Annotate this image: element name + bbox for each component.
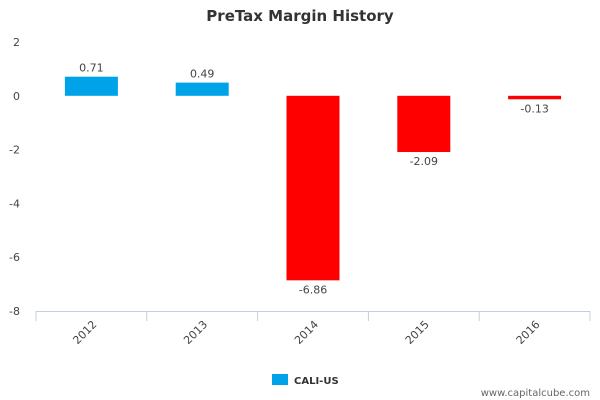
y-tick-label: -6 (9, 251, 20, 264)
data-label: -0.13 (520, 102, 548, 115)
y-tick-label: -4 (9, 197, 20, 210)
data-label: 0.71 (79, 62, 104, 75)
chart-title: PreTax Margin History (206, 7, 394, 25)
bar-2016[interactable] (508, 95, 562, 100)
y-tick-label: 2 (13, 36, 20, 49)
y-tick-label: -8 (9, 305, 20, 318)
data-labels-group: 0.71 0.49 -6.86 -2.09 -0.13 (79, 62, 549, 297)
bar-2013[interactable] (175, 82, 229, 96)
bar-2014[interactable] (286, 95, 340, 281)
legend-swatch (272, 374, 288, 385)
bar-2012[interactable] (64, 76, 118, 96)
x-tick-label: 2014 (292, 318, 321, 347)
watermark: www.capitalcube.com (481, 388, 590, 399)
y-tick-label: 0 (13, 90, 20, 103)
bars-group (64, 76, 562, 281)
y-axis-ticks: 2 0 -2 -4 -6 -8 (9, 36, 20, 318)
x-tick-label: 2012 (70, 318, 99, 347)
data-label: -2.09 (410, 155, 438, 168)
x-tick-label: 2016 (514, 318, 543, 347)
data-label: -6.86 (299, 283, 327, 296)
legend-label: CALI-US (294, 376, 339, 387)
x-axis-ticks: 2012 2013 2014 2015 2016 (35, 311, 591, 347)
x-tick-label: 2013 (181, 318, 210, 347)
bar-2015[interactable] (397, 95, 451, 153)
x-tick-label: 2015 (403, 318, 432, 347)
data-label: 0.49 (190, 68, 215, 81)
legend[interactable]: CALI-US (272, 374, 339, 387)
y-tick-label: -2 (9, 144, 20, 157)
